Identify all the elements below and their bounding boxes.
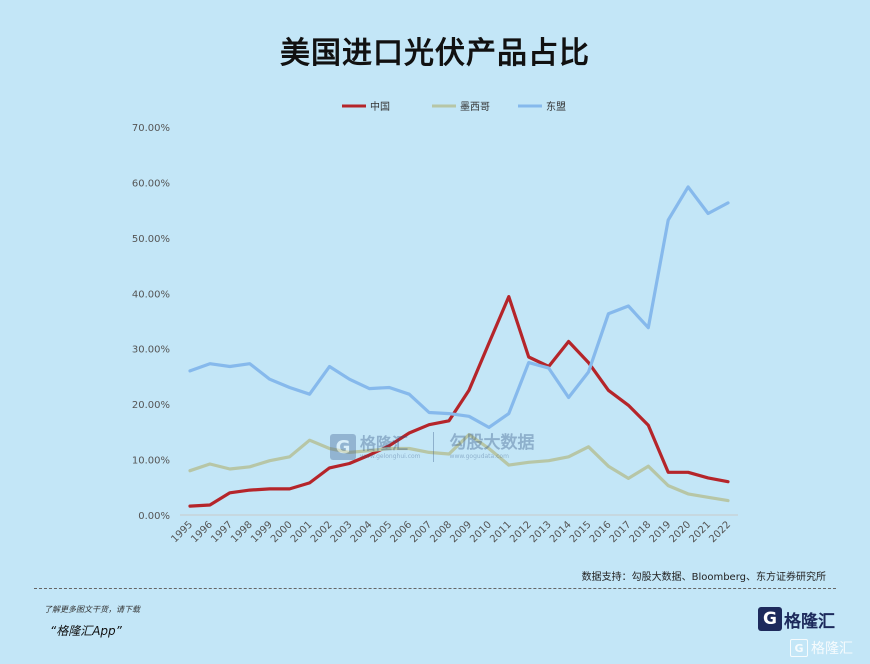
footer-download-hint: 了解更多图文干货，请下载 [44, 605, 140, 614]
y-tick-label: 0.00% [138, 511, 170, 522]
x-tick-label: 1998 [229, 519, 255, 545]
corner-logo-icon: G [790, 639, 808, 657]
x-tick-label: 2019 [648, 519, 674, 545]
legend-label-1: 墨西哥 [460, 101, 490, 113]
x-tick-label: 2008 [428, 519, 454, 545]
x-tick-label: 2014 [548, 519, 574, 545]
x-tick-label: 2010 [468, 519, 494, 545]
brand-logo: G 格隆汇 [758, 606, 835, 632]
x-tick-label: 2016 [588, 519, 614, 545]
footer-app-name: “格隆汇App” [50, 624, 122, 638]
x-tick-label: 2003 [329, 519, 355, 545]
x-tick-label: 2011 [488, 519, 514, 545]
x-tick-label: 1995 [169, 519, 195, 545]
series-line-0 [188, 295, 730, 508]
x-tick-label: 2009 [448, 519, 474, 545]
x-tick-label: 2001 [289, 519, 315, 545]
corner-logo: G 格隆汇 [790, 638, 853, 658]
x-tick-label: 2004 [349, 519, 375, 545]
logo-g-icon: G [758, 607, 782, 631]
y-tick-label: 60.00% [132, 178, 170, 189]
x-tick-label: 2005 [369, 519, 395, 545]
x-tick-label: 2002 [309, 519, 335, 545]
x-tick-label: 2015 [568, 519, 594, 545]
x-tick-label: 1997 [209, 519, 235, 545]
source-note: 数据支持：勾股大数据、Bloomberg、东方证券研究所 [581, 572, 826, 583]
x-tick-label: 2000 [269, 519, 295, 545]
line-chart: 0.00% 10.00% 20.00% 30.00% 40.00% 50.00% 60.00… [132, 100, 738, 545]
y-tick-label: 70.00% [132, 123, 170, 134]
series-line-1 [188, 433, 730, 503]
x-tick-label: 2020 [667, 519, 693, 545]
y-tick-label: 40.00% [132, 289, 170, 300]
x-tick-label: 2021 [687, 519, 713, 545]
x-tick-label: 2018 [628, 519, 654, 545]
series-line-2 [188, 185, 730, 429]
divider [34, 588, 836, 589]
x-tick-label: 2006 [389, 519, 415, 545]
x-tick-label: 2013 [528, 519, 554, 545]
x-tick-label: 2017 [608, 519, 634, 545]
logo-name: 格隆汇 [784, 611, 835, 632]
y-tick-label: 10.00% [132, 456, 170, 467]
y-tick-label: 20.00% [132, 400, 170, 411]
x-tick-label: 2012 [508, 519, 534, 545]
legend-label-0: 中国 [370, 100, 390, 113]
chart-title: 美国进口光伏产品占比 [280, 36, 590, 71]
x-tick-label: 2022 [707, 519, 733, 545]
corner-logo-name: 格隆汇 [811, 641, 853, 657]
legend-label-2: 东盟 [546, 100, 566, 113]
x-tick-label: 1996 [189, 519, 215, 545]
x-tick-label: 2007 [408, 519, 434, 545]
y-tick-label: 50.00% [132, 234, 170, 245]
y-tick-label: 30.00% [132, 345, 170, 356]
x-tick-label: 1999 [249, 519, 275, 545]
